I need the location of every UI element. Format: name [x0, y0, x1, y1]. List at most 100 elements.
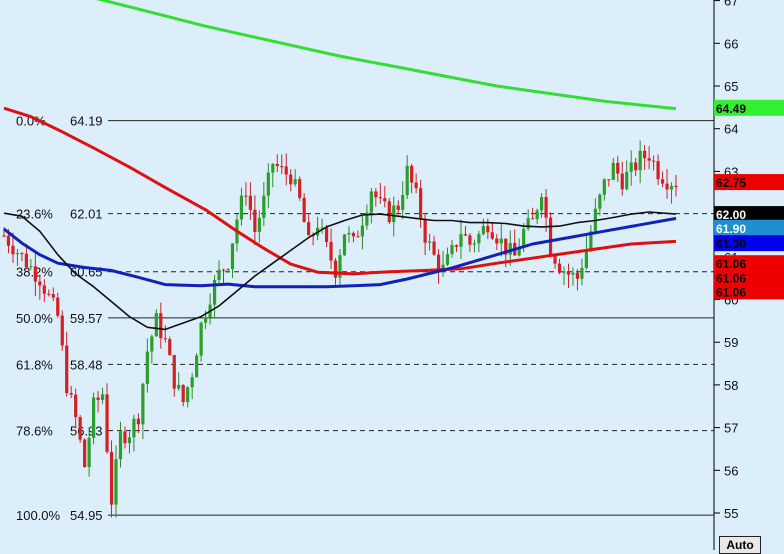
candle-body	[575, 272, 580, 279]
candle-body	[114, 459, 118, 505]
candle-body	[11, 245, 15, 255]
candle-body	[432, 241, 436, 255]
candle-body	[544, 196, 548, 218]
candle-body	[24, 253, 28, 268]
candle-body	[647, 158, 651, 161]
candle-body	[289, 174, 293, 185]
price-badge	[714, 174, 784, 191]
candle-body	[508, 243, 512, 255]
candle-body	[531, 218, 535, 220]
y-tick-label: 64	[724, 122, 738, 137]
candle-body	[468, 235, 472, 245]
fib-value-label: 58.48	[70, 357, 103, 372]
candle-body	[6, 235, 11, 246]
candle-body	[190, 377, 194, 388]
candle-body	[423, 219, 427, 243]
candle-body	[150, 336, 154, 352]
candle-body	[410, 165, 414, 183]
candle-body	[239, 195, 244, 220]
auto-scale-button[interactable]: Auto	[719, 536, 761, 554]
candle-body	[253, 209, 257, 232]
y-tick-label: 65	[724, 79, 738, 94]
candle-body	[360, 225, 364, 237]
candle-body	[141, 383, 145, 425]
candle-body	[548, 217, 553, 257]
fib-value-label: 64.19	[70, 114, 103, 129]
candle-body	[620, 173, 624, 190]
candle-body	[33, 266, 37, 282]
price-badge-label: 61.90	[716, 222, 746, 236]
candle-body	[230, 243, 235, 270]
candle-body	[378, 197, 382, 199]
candle-body	[186, 387, 190, 403]
candle-body	[20, 253, 24, 255]
indicator-line-2	[3, 216, 677, 289]
fib-value-label: 56.93	[70, 424, 103, 439]
candle-body	[275, 164, 279, 167]
indicator-line-3	[3, 211, 677, 331]
candle-body	[477, 234, 481, 244]
candle-body	[123, 431, 127, 444]
candle-body	[517, 247, 521, 256]
candle-body	[195, 355, 199, 378]
candle-body	[356, 236, 360, 238]
candle-body	[65, 345, 69, 393]
candle-body	[127, 437, 132, 444]
candle-body	[445, 254, 450, 265]
candle-body	[414, 182, 418, 189]
candle-body	[248, 195, 252, 210]
candle-body	[132, 418, 136, 438]
candle-body	[652, 160, 656, 162]
candle-body	[302, 197, 306, 223]
y-tick-label: 58	[724, 378, 738, 393]
price-badge-label: 62.75	[716, 176, 746, 190]
y-tick-label: 67	[724, 0, 738, 9]
price-badge-label: 64.49	[716, 102, 746, 116]
fib-value-label: 54.95	[70, 508, 103, 523]
candle-body	[136, 418, 140, 425]
candle-body	[374, 191, 378, 198]
candle-body	[656, 161, 660, 180]
candle-body	[347, 232, 351, 235]
candle-body	[562, 271, 566, 273]
candle-body	[266, 172, 270, 196]
candle-body	[580, 267, 584, 279]
candle-body	[226, 269, 230, 271]
candle-body	[436, 254, 441, 271]
candle-body	[369, 191, 373, 213]
candle-body	[674, 185, 678, 188]
y-tick-label: 59	[724, 335, 738, 350]
fib-pct-label: 100.0%	[16, 508, 61, 523]
candle-body	[450, 245, 454, 255]
candle-body	[87, 437, 91, 467]
candle-body	[553, 256, 557, 264]
candle-body	[584, 249, 588, 268]
fib-value-label: 59.57	[70, 311, 103, 326]
candle-body	[557, 263, 562, 273]
candle-body	[217, 269, 221, 280]
candle-body	[522, 228, 526, 248]
candle-body	[602, 179, 606, 195]
candle-body	[365, 212, 369, 226]
candle-body	[92, 397, 96, 438]
price-badge	[714, 255, 784, 272]
indicator-line-1	[3, 106, 677, 276]
price-badge	[714, 206, 784, 223]
candle-body	[396, 205, 400, 210]
y-tick-label: 56	[724, 463, 738, 478]
price-badge-label: 61.06	[716, 271, 746, 285]
candle-body	[535, 210, 539, 220]
candle-body	[168, 339, 172, 356]
candle-body	[244, 195, 248, 197]
candle-body	[181, 384, 185, 403]
candle-body	[459, 234, 463, 247]
candle-body	[2, 235, 6, 237]
candle-body	[105, 394, 109, 452]
candle-body	[284, 166, 288, 175]
candle-body	[333, 260, 338, 278]
candle-body	[74, 394, 78, 418]
candle-body	[338, 255, 342, 278]
candle-body	[495, 238, 499, 244]
